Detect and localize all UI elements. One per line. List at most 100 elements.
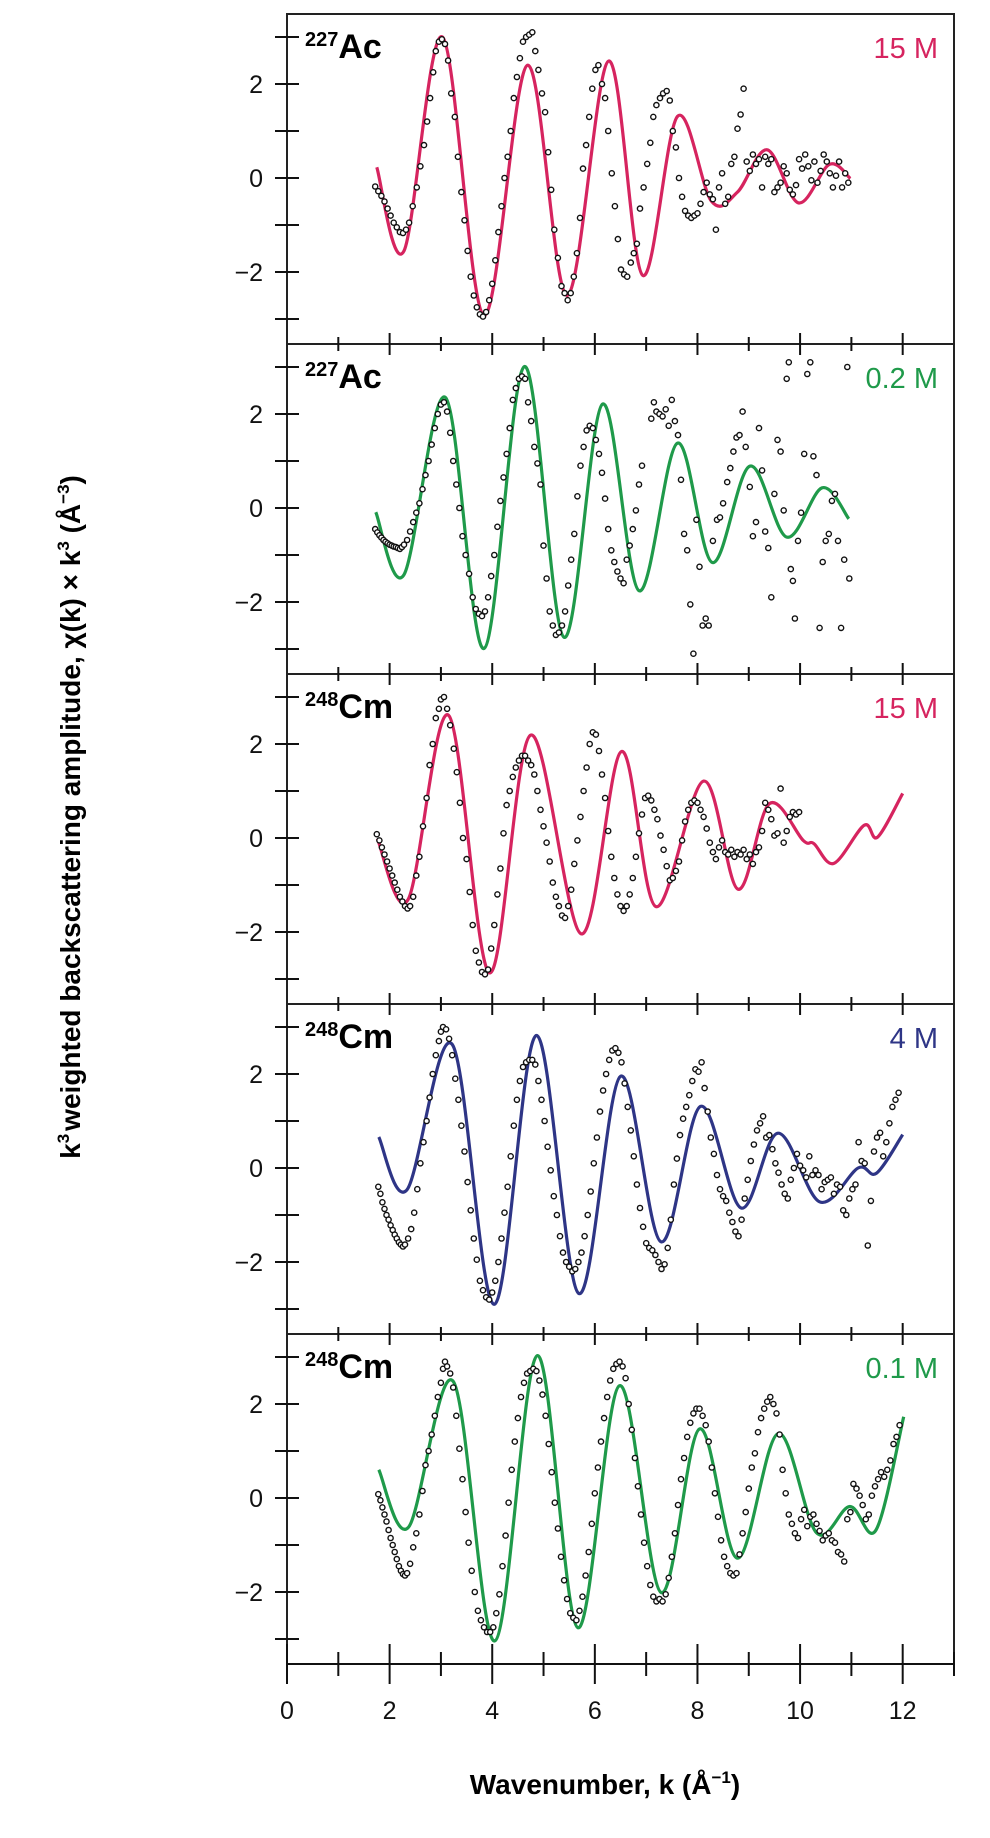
y-tick-label: 0 <box>249 1485 263 1513</box>
data-point <box>603 1393 611 1401</box>
data-point <box>743 158 751 165</box>
data-point <box>856 1492 863 1499</box>
data-point <box>589 85 596 92</box>
data-point <box>651 806 658 814</box>
data-point <box>472 947 480 955</box>
data-point <box>867 1197 875 1205</box>
data-point <box>537 481 544 488</box>
data-point <box>727 464 734 472</box>
data-point <box>438 36 446 43</box>
data-point <box>794 1534 802 1542</box>
data-point <box>761 153 769 161</box>
data-point <box>683 1433 691 1441</box>
data-point <box>715 184 723 191</box>
data-point <box>635 830 643 837</box>
data-point <box>623 556 631 564</box>
data-point <box>713 1171 721 1179</box>
data-point <box>432 47 440 55</box>
data-point <box>542 1412 549 1420</box>
data-point <box>511 1438 519 1445</box>
data-point <box>617 266 625 273</box>
data-point <box>663 87 671 95</box>
data-point <box>534 787 541 795</box>
data-point <box>632 853 640 861</box>
data-point <box>751 1450 759 1457</box>
data-point <box>478 612 486 620</box>
data-point <box>564 296 572 304</box>
data-point <box>809 1171 816 1179</box>
panel-cm-248-5: 2 0 −2 248Cm 0.1 M <box>234 1323 955 1665</box>
data-point <box>644 792 652 800</box>
data-point <box>770 1400 777 1408</box>
data-point <box>647 139 654 147</box>
data-point <box>698 1059 705 1066</box>
data-point <box>717 1537 725 1544</box>
data-point <box>391 1548 399 1556</box>
data-point <box>610 1365 617 1373</box>
data-point <box>896 1421 903 1429</box>
data-point <box>545 1440 553 1448</box>
data-point <box>804 370 811 378</box>
data-point <box>810 1511 817 1518</box>
data-point <box>763 1398 771 1405</box>
data-point <box>434 1393 442 1401</box>
data-point <box>709 848 717 856</box>
data-point <box>583 427 590 434</box>
data-point <box>838 184 846 191</box>
data-point <box>781 1190 789 1198</box>
data-point <box>843 1211 850 1219</box>
data-point <box>440 398 448 406</box>
isotope-mass: 248 <box>305 1349 338 1371</box>
data-point <box>468 1567 476 1575</box>
data-point <box>407 1225 415 1233</box>
data-point <box>753 1127 761 1134</box>
data-point <box>519 1063 527 1071</box>
data-point <box>432 1051 440 1059</box>
data-point <box>381 1511 388 1518</box>
data-point <box>378 844 386 851</box>
data-point <box>425 457 432 465</box>
x-tick-label: 8 <box>691 1697 705 1725</box>
data-point <box>755 844 763 851</box>
data-point <box>504 1183 511 1191</box>
isotope-mass: 248 <box>305 689 338 711</box>
data-point <box>379 1504 386 1511</box>
data-point <box>410 1209 418 1216</box>
data-point <box>765 160 772 168</box>
data-point <box>496 1591 503 1598</box>
data-point <box>712 855 720 863</box>
data-point <box>677 476 685 484</box>
data-point <box>455 1096 462 1104</box>
data-point <box>435 1037 443 1045</box>
data-point <box>458 1122 465 1129</box>
data-point <box>406 1560 414 1568</box>
data-point <box>676 1131 684 1139</box>
y-axis-title-unit: (Å <box>55 504 86 541</box>
data-point <box>673 1155 681 1162</box>
data-point <box>625 1400 633 1408</box>
data-point <box>469 921 477 929</box>
data-point <box>684 806 692 814</box>
data-point <box>547 186 555 194</box>
data-point <box>585 1548 593 1556</box>
data-point <box>484 594 492 601</box>
data-point <box>512 764 520 771</box>
data-point <box>450 745 458 753</box>
data-point <box>602 1070 610 1078</box>
data-point <box>627 1127 635 1134</box>
data-point <box>789 577 797 585</box>
data-point <box>376 837 383 844</box>
data-point <box>371 183 379 190</box>
data-point <box>681 818 689 825</box>
data-point <box>765 806 772 814</box>
data-point <box>650 113 657 121</box>
data-point <box>587 1188 595 1195</box>
data-point <box>580 443 587 451</box>
data-point <box>452 1412 460 1420</box>
data-point <box>481 971 489 978</box>
data-point <box>640 1539 648 1546</box>
data-point <box>816 1527 823 1535</box>
data-point <box>709 195 717 203</box>
element-symbol: Cm <box>338 1018 393 1056</box>
data-point <box>647 1581 654 1589</box>
